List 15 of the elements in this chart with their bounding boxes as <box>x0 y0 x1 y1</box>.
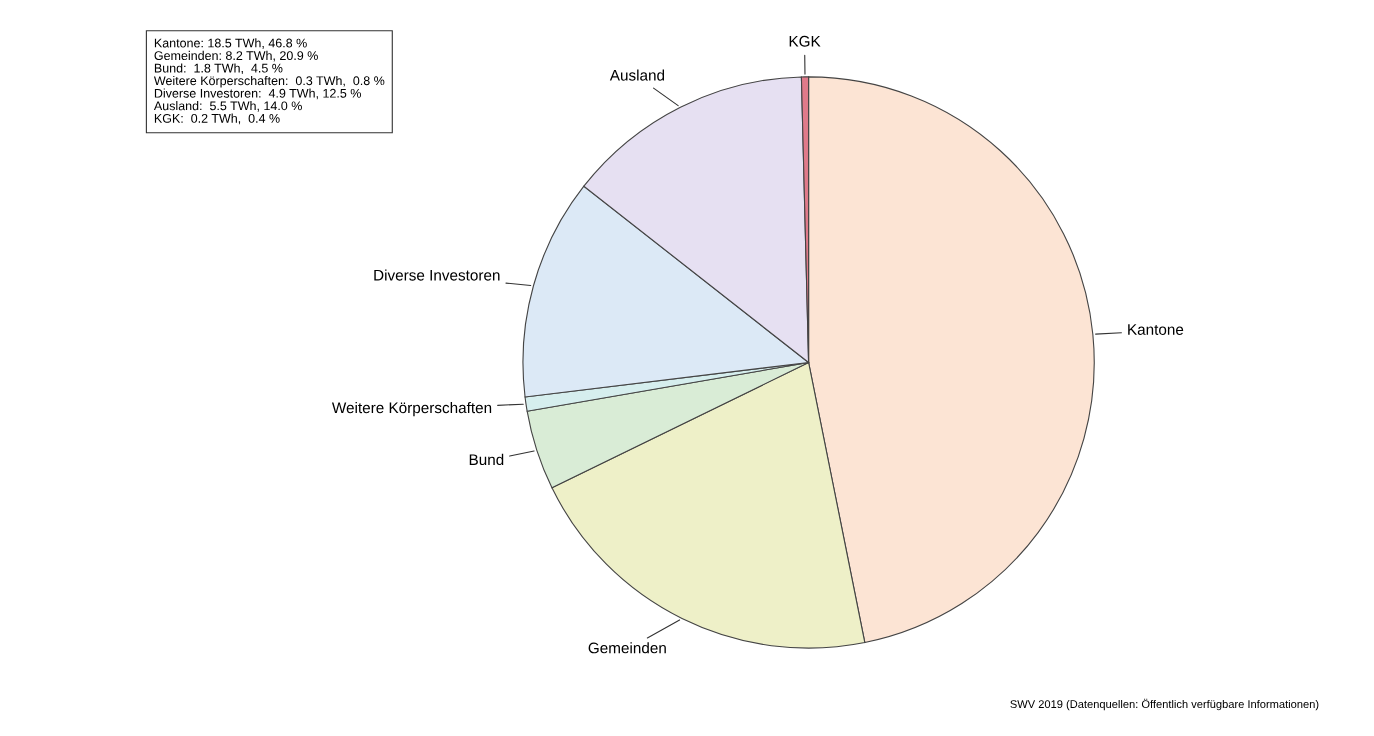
slice-label: Bund <box>469 453 504 466</box>
slice-label: KGK <box>789 35 821 47</box>
text: SWV 2019 (Datenquellen: Öffentlich verfügbare Informationen) <box>1010 698 1319 711</box>
slice-label: Kantone <box>1128 324 1184 335</box>
text: Kantone: 18.5 TWh, 46.8 % <box>154 38 307 49</box>
slice-label: Ausland <box>609 69 665 81</box>
text: Bund: 1.8 TWh, 4.5 % <box>154 63 283 75</box>
text: Diverse Investoren: 4.9 TWh, 12.5 % <box>154 88 361 100</box>
text: Weitere Körperschaften: 0.3 TWh, 0.8 % <box>153 75 385 88</box>
text: Ausland: 5.5 TWh, 14.0 % <box>153 101 302 112</box>
slice-label: Gemeinden <box>588 642 666 654</box>
text: Gemeinden: 8.2 TWh, 20.9 % <box>154 50 318 62</box>
slice-label: Diverse Investoren <box>374 269 500 281</box>
text: KGK: 0.2 TWh, 0.4 % <box>154 113 280 125</box>
slice-label: Weitere Körperschaften <box>331 401 492 417</box>
